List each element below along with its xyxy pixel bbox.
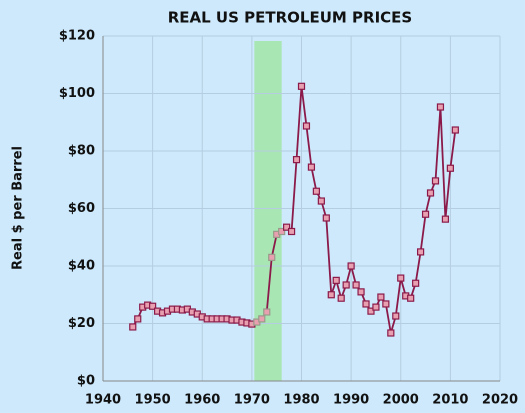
marker	[407, 294, 415, 302]
marker	[327, 291, 335, 299]
marker	[134, 315, 142, 323]
y-tick-label: $80	[68, 144, 95, 159]
marker	[436, 103, 445, 111]
marker	[441, 215, 450, 223]
marker	[332, 276, 340, 284]
marker	[451, 126, 459, 134]
marker	[431, 177, 440, 185]
marker	[317, 197, 325, 205]
marker	[149, 302, 157, 310]
x-tick-label: 1950	[135, 393, 171, 408]
y-tick-label: $0	[77, 374, 95, 389]
x-tick-label: 1990	[333, 393, 369, 408]
marker	[263, 308, 271, 316]
marker	[129, 323, 137, 331]
marker	[258, 315, 266, 323]
highlight-band	[254, 41, 282, 381]
marker	[283, 223, 291, 231]
x-tick-label: 1970	[234, 393, 270, 408]
y-axis-label: Real $ per Barrel	[11, 146, 26, 270]
y-tick-label: $100	[59, 86, 95, 101]
marker	[322, 214, 330, 222]
marker	[342, 281, 350, 289]
y-tick-label: $20	[68, 316, 95, 331]
marker	[426, 189, 435, 197]
marker	[352, 281, 360, 289]
x-tick-label: 1940	[85, 393, 121, 408]
marker	[382, 300, 390, 308]
marker	[302, 122, 311, 130]
x-tick-label: 2010	[432, 393, 468, 408]
x-tick-label: 2020	[482, 393, 518, 408]
marker	[392, 312, 400, 320]
marker	[377, 293, 385, 301]
marker	[287, 227, 296, 236]
x-tick-label: 1960	[184, 393, 220, 408]
marker	[446, 164, 454, 172]
marker	[268, 253, 276, 261]
chart-title: REAL US PETROLEUM PRICES	[168, 9, 412, 27]
x-tick-label: 2000	[383, 393, 419, 408]
marker	[421, 210, 430, 218]
marker	[347, 262, 355, 270]
y-tick-label: $40	[68, 259, 95, 274]
marker	[417, 248, 425, 256]
y-tick-label: $60	[68, 201, 95, 216]
marker	[412, 279, 420, 287]
marker	[337, 294, 345, 302]
marker	[278, 227, 286, 236]
marker	[367, 307, 375, 315]
x-tick-label: 1980	[283, 393, 319, 408]
marker	[372, 303, 380, 311]
marker	[357, 288, 365, 296]
marker	[362, 300, 370, 308]
marker	[307, 163, 316, 171]
y-tick-label: $120	[59, 29, 95, 44]
marker	[292, 156, 301, 164]
marker	[297, 82, 306, 90]
marker	[387, 329, 395, 337]
marker	[312, 187, 320, 195]
marker	[397, 274, 405, 282]
